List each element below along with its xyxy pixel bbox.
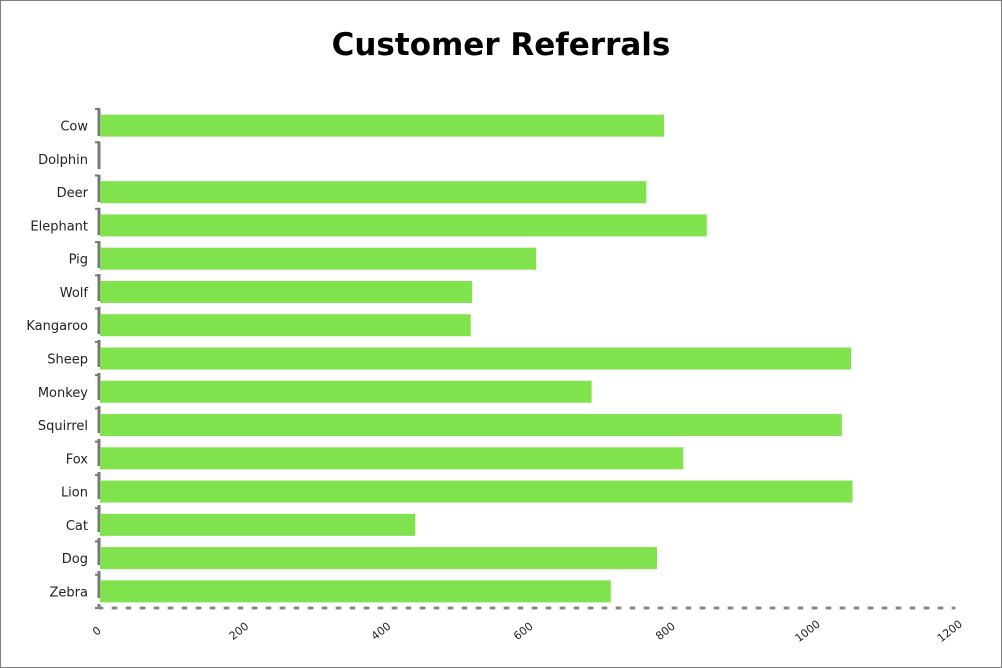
bar-cat (100, 513, 416, 536)
category-label-wolf: Wolf (60, 286, 89, 301)
bar-pig (100, 247, 537, 270)
x-tick-label-1000: 1000 (793, 618, 823, 645)
category-label-fox: Fox (66, 452, 89, 467)
bar-cow (100, 114, 665, 137)
x-tick-label-600: 600 (511, 620, 536, 643)
x-tick-label-800: 800 (653, 620, 678, 643)
bar-dog (100, 547, 658, 570)
category-label-dog: Dog (62, 552, 88, 567)
bar-sheep (100, 347, 852, 370)
bar-wolf (100, 280, 473, 303)
category-label-sheep: Sheep (47, 353, 88, 368)
x-tick-label-400: 400 (369, 620, 394, 643)
x-tick-label-0: 0 (90, 624, 104, 639)
category-label-squirrel: Squirrel (38, 419, 88, 434)
bars (100, 114, 853, 603)
bar-kangaroo (100, 314, 471, 337)
bar-elephant (100, 214, 707, 237)
category-label-deer: Deer (57, 186, 89, 201)
bar-squirrel (100, 414, 842, 437)
category-label-cow: Cow (60, 120, 88, 135)
chart-title: Customer Referrals (331, 27, 671, 63)
category-label-pig: Pig (69, 253, 88, 268)
category-label-zebra: Zebra (50, 585, 88, 600)
bar-fox (100, 447, 684, 470)
category-label-kangaroo: Kangaroo (26, 319, 88, 334)
x-tick-labels: 0 200 400 600 800 1000 1200 (90, 618, 965, 645)
category-label-cat: Cat (66, 519, 88, 534)
axes (95, 108, 956, 610)
category-label-monkey: Monkey (38, 386, 88, 401)
bar-monkey (100, 380, 592, 403)
category-label-lion: Lion (61, 486, 88, 501)
bar-deer (100, 181, 647, 204)
x-tick-label-200: 200 (227, 620, 252, 643)
category-label-dolphin: Dolphin (38, 153, 88, 168)
bar-lion (100, 480, 853, 503)
x-tick-label-1200: 1200 (935, 618, 965, 645)
bar-zebra (100, 580, 611, 603)
category-labels: Cow Dolphin Deer Elephant Pig Wolf Kangaroo She… (26, 120, 88, 601)
category-label-elephant: Elephant (30, 219, 88, 234)
